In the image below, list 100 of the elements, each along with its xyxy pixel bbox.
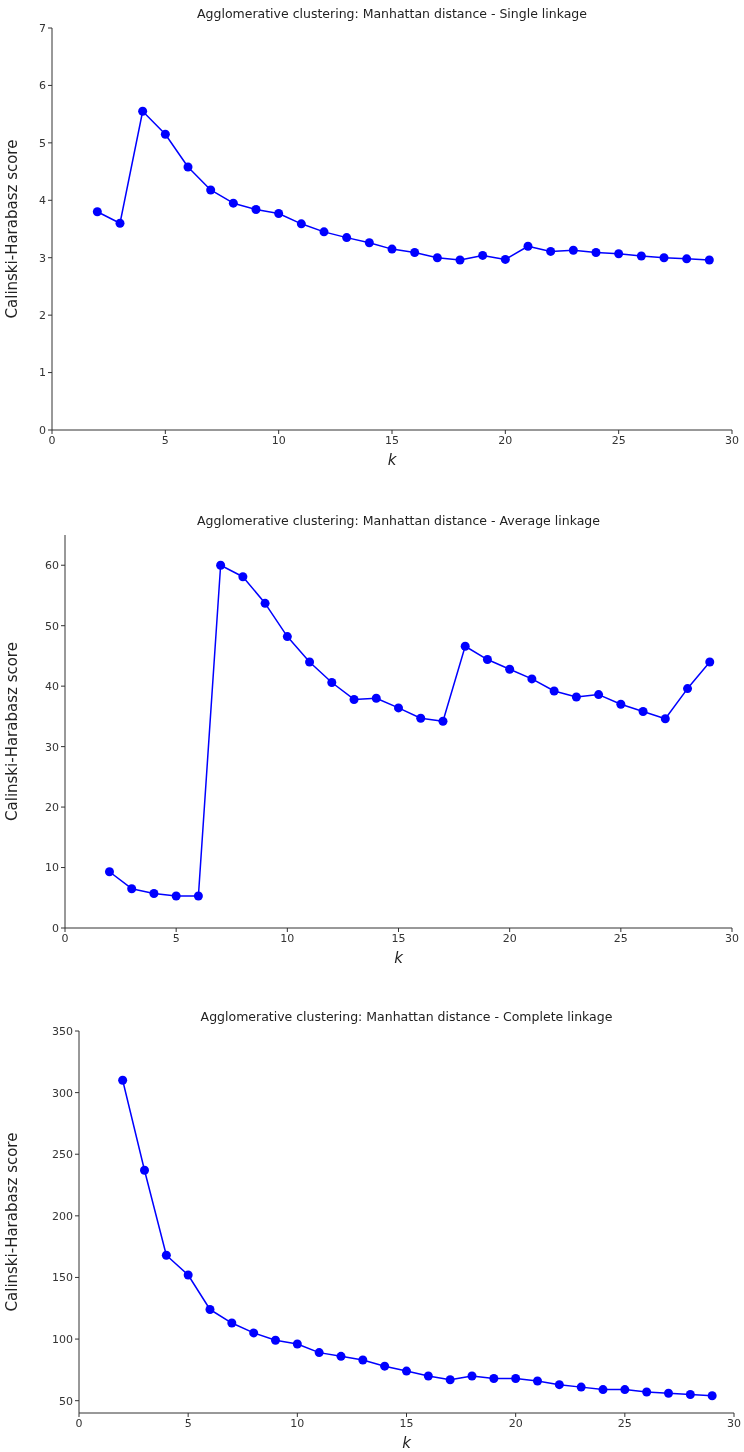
point bbox=[380, 1361, 390, 1371]
point bbox=[638, 707, 648, 717]
point bbox=[336, 1351, 346, 1361]
point bbox=[614, 249, 624, 259]
y-tick-label: 50 bbox=[59, 1394, 73, 1408]
x-tick-label: 30 bbox=[725, 433, 739, 447]
point bbox=[115, 218, 125, 228]
x-tick-label: 20 bbox=[508, 1416, 523, 1430]
point bbox=[183, 162, 193, 172]
y-tick-label: 40 bbox=[45, 680, 59, 694]
x-tick-label: 25 bbox=[611, 433, 626, 447]
point bbox=[249, 1328, 259, 1338]
point bbox=[227, 1318, 237, 1328]
point bbox=[568, 245, 578, 255]
point bbox=[571, 692, 581, 702]
point bbox=[664, 1388, 673, 1398]
point bbox=[238, 572, 248, 582]
y-axis-title: Calinski-Harabasz score bbox=[3, 1132, 21, 1312]
point bbox=[410, 248, 420, 258]
y-tick-label: 0 bbox=[39, 423, 46, 437]
point bbox=[251, 204, 261, 214]
point bbox=[455, 255, 465, 265]
point bbox=[576, 1382, 586, 1392]
y-tick-label: 30 bbox=[45, 740, 59, 754]
point bbox=[416, 713, 426, 723]
y-tick-label: 2 bbox=[39, 309, 46, 323]
point bbox=[342, 233, 352, 243]
point bbox=[260, 598, 270, 608]
x-tick-label: 10 bbox=[290, 1416, 305, 1430]
y-tick-label: 10 bbox=[45, 861, 59, 875]
point bbox=[228, 198, 238, 208]
point bbox=[387, 244, 397, 254]
y-axis-title: Calinski-Harabasz score bbox=[3, 642, 21, 821]
point bbox=[92, 207, 102, 217]
y-tick-label: 250 bbox=[52, 1148, 73, 1162]
point bbox=[171, 891, 181, 901]
point bbox=[682, 254, 692, 264]
point bbox=[205, 1304, 215, 1314]
x-tick-label: 20 bbox=[498, 433, 513, 447]
point bbox=[423, 1371, 433, 1381]
point bbox=[620, 1385, 630, 1395]
y-tick-label: 3 bbox=[39, 251, 46, 265]
point bbox=[140, 1165, 149, 1175]
y-tick-label: 300 bbox=[52, 1086, 73, 1100]
x-axis-title: k bbox=[402, 1433, 413, 1452]
point bbox=[274, 208, 284, 218]
x-tick-label: 0 bbox=[75, 1416, 83, 1430]
point bbox=[118, 1075, 128, 1085]
y-tick-label: 0 bbox=[52, 921, 59, 935]
y-tick-label: 6 bbox=[39, 79, 46, 93]
point bbox=[358, 1355, 368, 1365]
point bbox=[642, 1387, 652, 1397]
x-axis-title: k bbox=[394, 948, 405, 967]
point bbox=[505, 664, 515, 674]
point bbox=[533, 1376, 542, 1386]
x-tick-label: 25 bbox=[613, 931, 628, 945]
point bbox=[216, 560, 226, 570]
chart-title: Agglomerative clustering: Manhattan distance - Complete linkage bbox=[199, 1009, 614, 1024]
y-axis-title: Calinski-Harabasz score bbox=[3, 139, 21, 319]
point bbox=[511, 1374, 521, 1383]
point bbox=[591, 248, 601, 258]
point bbox=[138, 106, 148, 116]
y-tick-label: 60 bbox=[45, 559, 59, 573]
point bbox=[659, 253, 669, 263]
point bbox=[314, 1348, 324, 1358]
point bbox=[478, 250, 488, 260]
point bbox=[482, 655, 492, 665]
point bbox=[685, 1390, 695, 1400]
point bbox=[683, 684, 693, 694]
x-tick-label: 5 bbox=[161, 433, 169, 447]
x-tick-label: 30 bbox=[727, 1416, 741, 1430]
point bbox=[282, 632, 292, 642]
y-tick-label: 100 bbox=[52, 1332, 73, 1346]
point bbox=[549, 686, 559, 696]
point bbox=[432, 253, 442, 263]
point bbox=[445, 1375, 455, 1385]
point bbox=[546, 246, 556, 256]
point bbox=[616, 699, 626, 709]
point bbox=[467, 1371, 477, 1381]
point bbox=[707, 1391, 717, 1401]
y-tick-label: 4 bbox=[39, 194, 46, 208]
point bbox=[292, 1339, 302, 1349]
x-tick-label: 15 bbox=[385, 433, 399, 447]
point bbox=[327, 678, 337, 688]
point bbox=[438, 716, 448, 726]
chart-title: Agglomerative clustering: Manhattan distance - Average linkage bbox=[196, 513, 601, 528]
x-tick-label: 5 bbox=[172, 931, 180, 945]
y-tick-label: 150 bbox=[52, 1271, 73, 1285]
point bbox=[296, 219, 306, 229]
x-tick-label: 10 bbox=[271, 433, 286, 447]
point bbox=[371, 693, 381, 703]
chart-title: Agglomerative clustering: Manhattan distance - Single linkage bbox=[196, 6, 588, 21]
x-tick-label: 5 bbox=[184, 1416, 192, 1430]
point bbox=[500, 254, 510, 264]
point bbox=[554, 1380, 564, 1390]
y-tick-label: 350 bbox=[52, 1024, 73, 1038]
point bbox=[527, 674, 537, 684]
point bbox=[104, 867, 114, 877]
point bbox=[598, 1385, 608, 1395]
point bbox=[636, 251, 646, 261]
